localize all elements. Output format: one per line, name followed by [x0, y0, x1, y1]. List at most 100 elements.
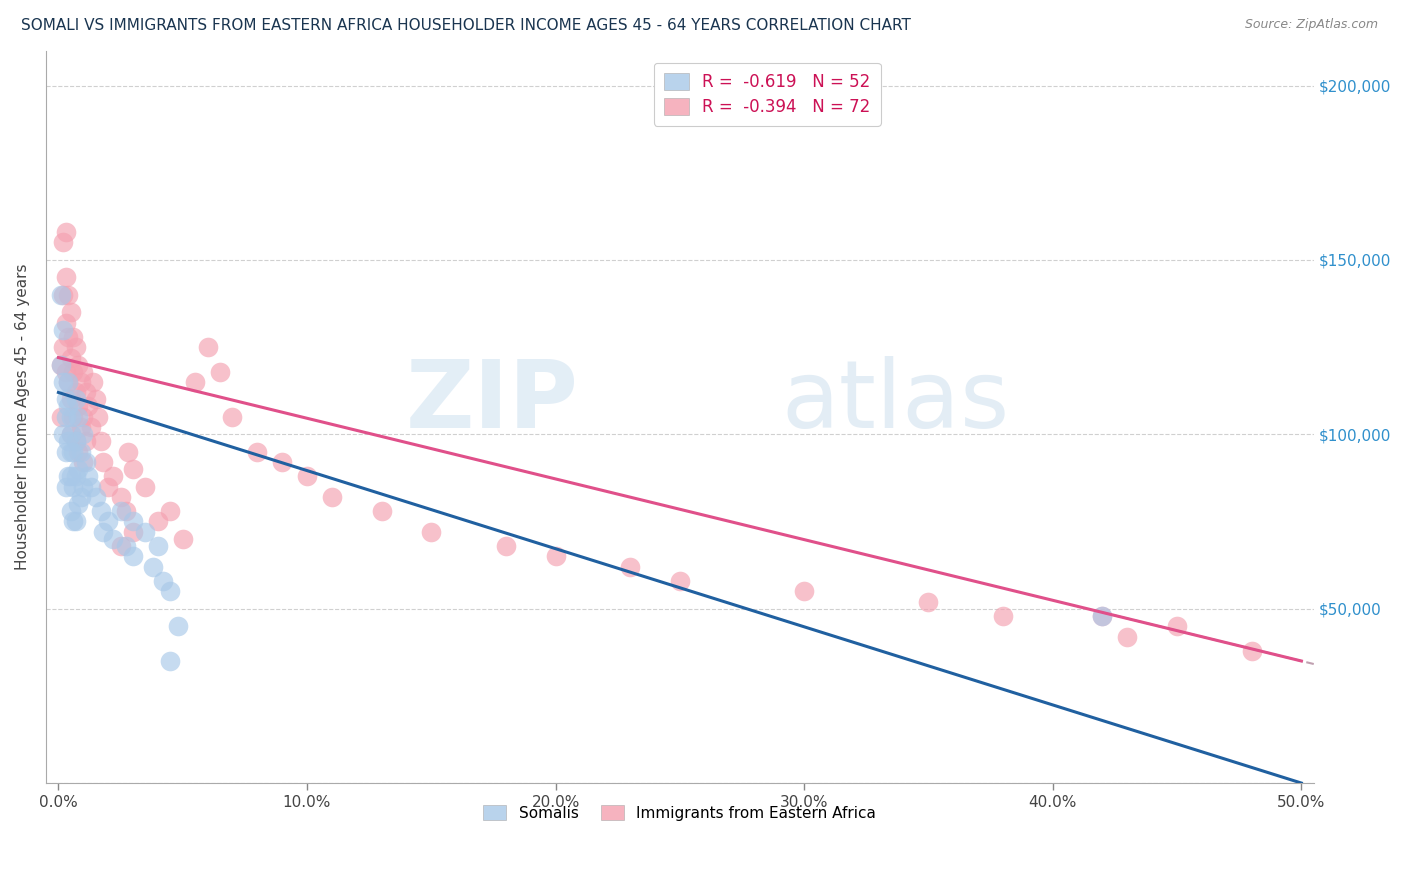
Point — [1240, 643, 1263, 657]
Point — [793, 584, 815, 599]
Point — [370, 504, 392, 518]
Point — [544, 549, 567, 564]
Point — [159, 504, 181, 518]
Point — [55, 365, 77, 379]
Point — [75, 455, 97, 469]
Point — [991, 608, 1014, 623]
Point — [184, 375, 207, 389]
Point — [52, 340, 75, 354]
Point — [208, 365, 231, 379]
Point — [59, 504, 82, 518]
Point — [72, 409, 94, 424]
Point — [77, 469, 100, 483]
Point — [55, 225, 77, 239]
Point — [72, 365, 94, 379]
Point — [166, 619, 188, 633]
Point — [110, 490, 132, 504]
Point — [49, 358, 72, 372]
Point — [65, 469, 87, 483]
Point — [55, 444, 77, 458]
Point — [65, 434, 87, 449]
Point — [669, 574, 692, 588]
Point — [67, 462, 90, 476]
Point — [55, 409, 77, 424]
Point — [69, 420, 91, 434]
Point — [67, 409, 90, 424]
Point — [84, 490, 107, 504]
Point — [52, 235, 75, 250]
Point — [134, 524, 156, 539]
Point — [52, 287, 75, 301]
Point — [90, 434, 112, 449]
Text: SOMALI VS IMMIGRANTS FROM EASTERN AFRICA HOUSEHOLDER INCOME AGES 45 - 64 YEARS C: SOMALI VS IMMIGRANTS FROM EASTERN AFRICA… — [21, 18, 911, 33]
Point — [72, 427, 94, 442]
Point — [59, 469, 82, 483]
Point — [84, 392, 107, 407]
Point — [146, 515, 169, 529]
Point — [1091, 608, 1114, 623]
Point — [59, 409, 82, 424]
Point — [62, 329, 84, 343]
Point — [295, 469, 318, 483]
Point — [52, 375, 75, 389]
Point — [1116, 630, 1139, 644]
Point — [65, 385, 87, 400]
Point — [75, 385, 97, 400]
Point — [67, 497, 90, 511]
Point — [77, 400, 100, 414]
Point — [91, 455, 114, 469]
Point — [67, 358, 90, 372]
Point — [495, 539, 517, 553]
Point — [59, 427, 82, 442]
Point — [80, 480, 103, 494]
Point — [58, 469, 80, 483]
Point — [58, 375, 80, 389]
Point — [59, 427, 82, 442]
Point — [172, 532, 194, 546]
Point — [52, 427, 75, 442]
Point — [246, 444, 269, 458]
Point — [114, 504, 136, 518]
Point — [65, 515, 87, 529]
Point — [91, 524, 114, 539]
Point — [49, 358, 72, 372]
Point — [97, 515, 120, 529]
Point — [114, 539, 136, 553]
Point — [55, 270, 77, 285]
Point — [75, 434, 97, 449]
Point — [101, 532, 124, 546]
Point — [69, 444, 91, 458]
Point — [90, 504, 112, 518]
Point — [62, 515, 84, 529]
Point — [321, 490, 343, 504]
Point — [62, 444, 84, 458]
Point — [55, 316, 77, 330]
Point — [1091, 608, 1114, 623]
Point — [122, 524, 145, 539]
Point — [146, 539, 169, 553]
Point — [59, 444, 82, 458]
Point — [59, 392, 82, 407]
Point — [159, 584, 181, 599]
Point — [197, 340, 219, 354]
Point — [49, 287, 72, 301]
Point — [1166, 619, 1188, 633]
Text: Source: ZipAtlas.com: Source: ZipAtlas.com — [1244, 18, 1378, 31]
Point — [917, 595, 939, 609]
Point — [122, 515, 145, 529]
Point — [62, 365, 84, 379]
Point — [67, 400, 90, 414]
Point — [69, 375, 91, 389]
Point — [271, 455, 294, 469]
Point — [55, 392, 77, 407]
Point — [420, 524, 443, 539]
Point — [72, 480, 94, 494]
Legend: Somalis, Immigrants from Eastern Africa: Somalis, Immigrants from Eastern Africa — [477, 798, 883, 827]
Text: atlas: atlas — [782, 356, 1010, 448]
Point — [62, 409, 84, 424]
Point — [58, 329, 80, 343]
Point — [72, 455, 94, 469]
Point — [58, 287, 80, 301]
Point — [619, 559, 641, 574]
Point — [80, 420, 103, 434]
